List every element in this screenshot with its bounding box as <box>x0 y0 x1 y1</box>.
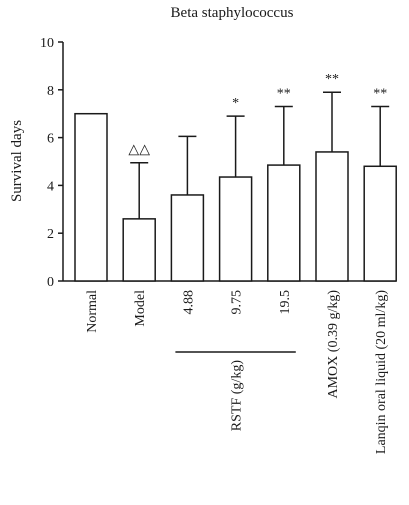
y-tick-label: 8 <box>47 84 54 99</box>
y-tick-label: 0 <box>47 275 54 290</box>
significance-marker: △△ <box>128 143 150 158</box>
y-tick-label: 2 <box>47 227 54 242</box>
x-category-labels: Normal Model 4.88 9.75 19.5 AMOX (0.39 g/kg) L… <box>85 290 389 454</box>
bar <box>74 112 108 282</box>
significance-marker: ** <box>325 72 339 87</box>
x-tick-label: 19.5 <box>278 290 293 315</box>
x-tick-label: 4.88 <box>181 290 196 315</box>
x-tick-label: AMOX (0.39 g/kg) <box>326 290 341 399</box>
y-tick-label: 10 <box>40 36 54 51</box>
significance-marker: ** <box>277 87 291 102</box>
significance-marker: ** <box>373 87 387 102</box>
x-tick-label: Model <box>133 290 148 327</box>
x-tick-label: 9.75 <box>230 290 245 315</box>
bar <box>315 151 349 282</box>
group-bracket: RSTF (g/kg) <box>175 351 296 432</box>
y-tick-label: 6 <box>47 132 54 147</box>
group-label: RSTF (g/kg) <box>230 360 245 432</box>
bar <box>363 165 397 282</box>
bar <box>267 164 301 282</box>
x-tick-label: Normal <box>85 290 100 333</box>
y-axis-label: Survival days <box>9 120 25 202</box>
bar <box>218 176 253 282</box>
bar <box>170 194 205 282</box>
y-tick-label: 4 <box>47 179 54 194</box>
bar <box>122 218 156 282</box>
bars-layer: △△******* <box>74 72 397 282</box>
chart-title: Beta staphylococcus <box>171 5 294 21</box>
x-tick-label: Lanqin oral liquid (20 ml/kg) <box>374 290 389 454</box>
significance-marker: * <box>232 96 239 111</box>
